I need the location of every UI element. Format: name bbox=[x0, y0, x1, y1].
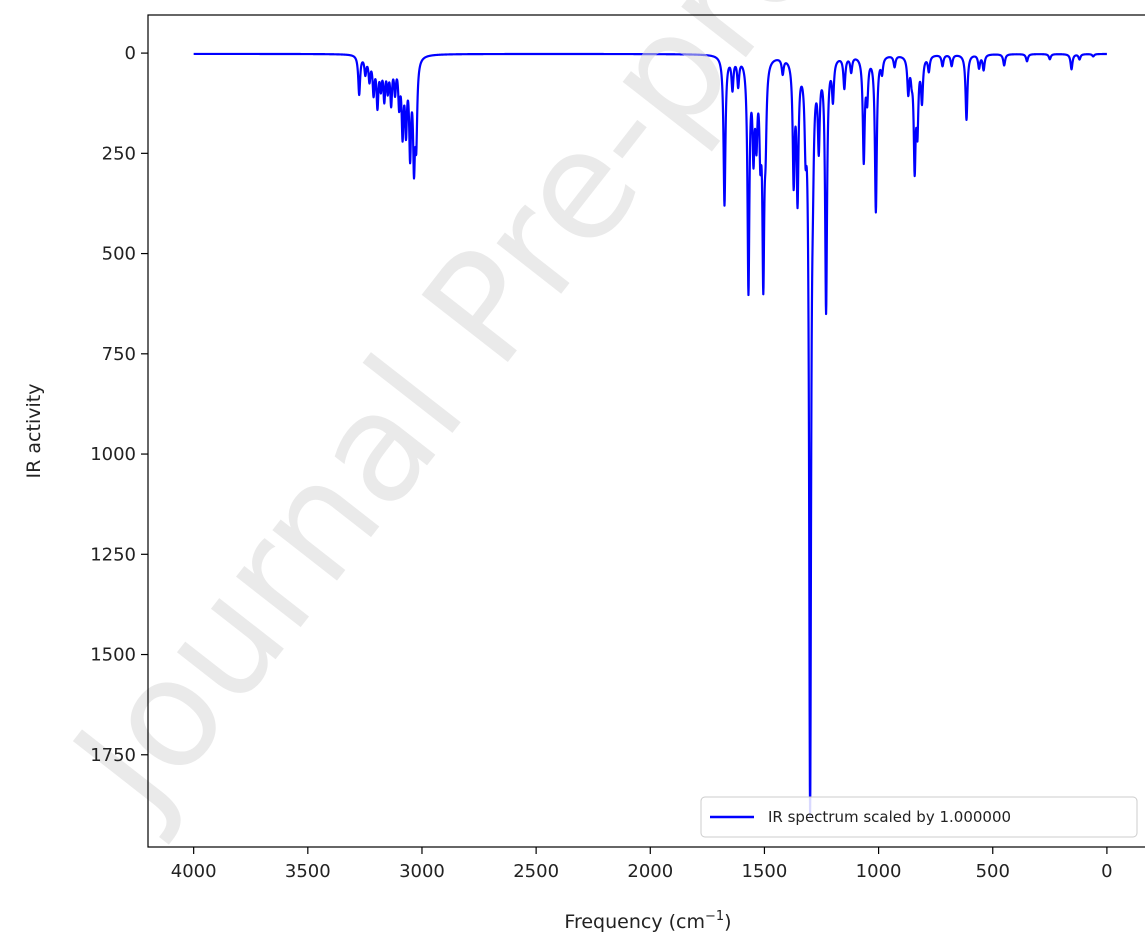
legend-box bbox=[700, 796, 1138, 838]
legend-entry-label: IR spectrum scaled by 1.000000 bbox=[768, 808, 1011, 826]
x-tick-label: 2500 bbox=[513, 861, 559, 882]
plot-frame bbox=[147, 14, 1145, 848]
y-axis: 0 250 500 750 1000 1250 1500 1750 bbox=[90, 43, 148, 766]
x-tick-label: 2000 bbox=[627, 861, 673, 882]
x-tick-label: 1500 bbox=[742, 861, 788, 882]
y-tick-label: 0 bbox=[125, 43, 136, 64]
x-tick-label: 0 bbox=[1101, 861, 1112, 882]
x-tick-label: 3000 bbox=[399, 861, 445, 882]
x-tick-label: 3500 bbox=[285, 861, 331, 882]
y-axis-label: IR activity bbox=[23, 384, 45, 479]
x-tick-label: 500 bbox=[976, 861, 1010, 882]
plot-area bbox=[192, 52, 1108, 817]
y-tick-label: 500 bbox=[102, 244, 136, 265]
y-tick-label: 250 bbox=[102, 143, 136, 164]
legend: IR spectrum scaled by 1.000000 bbox=[700, 796, 1138, 838]
x-tick-label: 4000 bbox=[171, 861, 217, 882]
y-tick-label: 1750 bbox=[90, 745, 136, 766]
x-axis-label-superscript: −1 bbox=[705, 909, 724, 924]
y-tick-label: 1500 bbox=[90, 645, 136, 666]
x-axis: 4000 3500 3000 2500 2000 1500 1000 500 0 bbox=[171, 847, 1113, 882]
x-axis-label: Frequency (cm−1) bbox=[564, 909, 731, 933]
x-tick-label: 1000 bbox=[856, 861, 902, 882]
y-tick-label: 1250 bbox=[90, 544, 136, 565]
y-tick-label: 750 bbox=[102, 344, 136, 365]
spectrum-line bbox=[192, 52, 1108, 817]
y-tick-label: 1000 bbox=[90, 444, 136, 465]
